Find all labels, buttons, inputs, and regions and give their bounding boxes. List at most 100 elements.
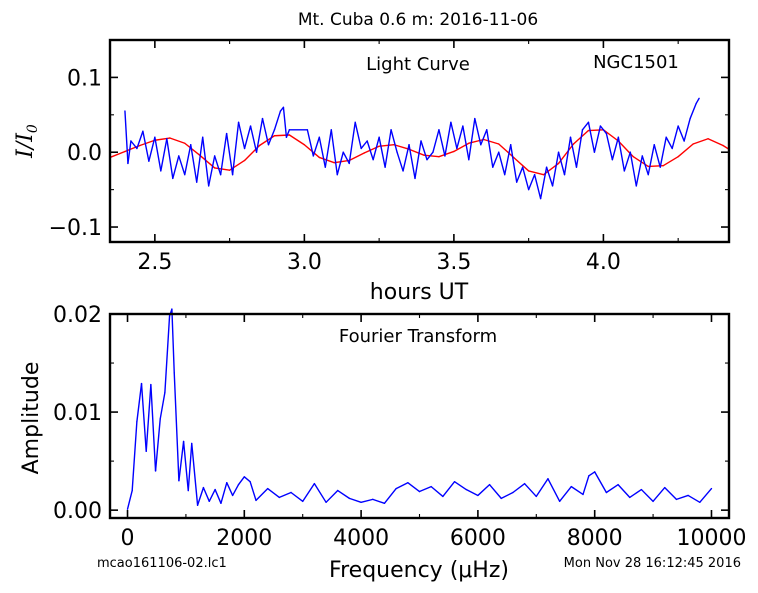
data-segment xyxy=(510,144,518,183)
data-segment xyxy=(243,125,252,150)
fourier-tick-labels: 0 2000 4000 6000 8000 10000 0.00 0.01 0.02 xyxy=(53,303,746,551)
amplitude-segment xyxy=(337,489,351,500)
amplitude-segment xyxy=(593,471,608,494)
data-segment xyxy=(545,166,554,187)
amplitude-segment xyxy=(196,486,205,506)
amplitude-segment xyxy=(325,489,339,504)
footer-timestamp: Mon Nov 28 16:12:45 2016 xyxy=(564,556,741,571)
data-segment xyxy=(677,125,685,142)
data-segment xyxy=(605,132,614,161)
amplitude-segment xyxy=(145,383,152,453)
amplitude-segment xyxy=(523,482,537,498)
data-segment xyxy=(689,102,697,120)
fit-segment xyxy=(378,144,395,147)
footer-filename: mcao161106-02.lc1 xyxy=(97,556,227,571)
data-segment xyxy=(515,166,524,183)
data-segment xyxy=(282,106,288,138)
light-curve-ticks xyxy=(110,39,729,242)
fit-segment xyxy=(483,138,500,145)
data-segment xyxy=(492,151,500,168)
data-segment xyxy=(184,144,192,176)
data-segment xyxy=(629,151,637,187)
amplitude-segment xyxy=(407,481,421,493)
x-tick-label: 2000 xyxy=(216,526,272,551)
amplitude-segment xyxy=(255,487,269,502)
y-tick-label: 0.1 xyxy=(67,66,102,91)
data-segment xyxy=(414,140,422,180)
data-segment xyxy=(498,151,506,176)
data-segment xyxy=(142,130,150,162)
data-segment xyxy=(533,173,542,200)
data-segment xyxy=(623,151,632,172)
amplitude-segment xyxy=(570,485,584,496)
data-segment xyxy=(342,151,350,165)
light-curve-frame xyxy=(108,38,731,244)
fourier-ylabel: Amplitude xyxy=(19,362,44,475)
amplitude-segment xyxy=(171,308,175,374)
figure-title: Mt. Cuba 0.6 m: 2016-11-06 xyxy=(298,10,538,30)
data-segment xyxy=(557,151,566,176)
x-tick-label: 10000 xyxy=(676,526,746,551)
light-curve-ylabel-subscript: 0 xyxy=(25,124,41,133)
data-segment xyxy=(438,129,446,157)
data-segment xyxy=(318,136,326,168)
data-segment xyxy=(671,125,679,150)
data-segment xyxy=(647,144,655,176)
data-segment xyxy=(683,117,691,142)
fit-segment xyxy=(423,154,440,158)
data-segment xyxy=(462,125,470,161)
data-segment xyxy=(432,129,440,153)
amplitude-segment xyxy=(266,487,281,499)
light-curve-data-group xyxy=(124,97,700,200)
data-segment xyxy=(231,121,240,176)
amplitude-segment xyxy=(500,491,514,500)
amplitude-segment xyxy=(131,421,138,492)
amplitude-segment xyxy=(202,486,210,503)
data-segment xyxy=(468,117,476,161)
amplitude-segment xyxy=(395,481,409,490)
fit-segment xyxy=(692,138,709,145)
amplitude-segment xyxy=(582,475,590,496)
amplitude-segment xyxy=(154,418,161,472)
data-segment xyxy=(665,136,673,150)
data-segment xyxy=(486,129,494,168)
amplitude-segment xyxy=(699,487,713,504)
data-segment xyxy=(635,155,643,187)
x-tick-label: 2.5 xyxy=(137,250,172,275)
amplitude-segment xyxy=(383,487,397,504)
fit-segment xyxy=(602,129,620,142)
data-segment xyxy=(444,121,452,157)
amplitude-segment xyxy=(243,476,251,483)
fit-segment xyxy=(662,156,679,167)
amplitude-segment xyxy=(159,391,166,420)
amplitude-segment xyxy=(418,485,432,493)
x-tick-label: 3.0 xyxy=(287,250,322,275)
light-curve-panel: 2.5 3.0 3.5 4.0 −0.1 0.0 0.1 Light Curve NGC15… xyxy=(13,38,731,305)
amplitude-segment xyxy=(453,481,467,491)
data-segment xyxy=(599,125,608,135)
fit-segment xyxy=(169,137,186,144)
data-segment xyxy=(166,138,174,180)
fit-segment xyxy=(184,142,201,156)
data-segment xyxy=(504,144,512,176)
amplitude-segment xyxy=(226,481,234,497)
amplitude-segment xyxy=(278,491,292,499)
fit-segment xyxy=(513,156,530,172)
data-segment xyxy=(225,132,234,176)
amplitude-segment xyxy=(442,481,456,498)
data-segment xyxy=(267,129,276,146)
amplitude-segment xyxy=(237,476,246,486)
data-segment xyxy=(390,129,398,153)
data-segment xyxy=(273,110,282,131)
data-segment xyxy=(396,151,404,172)
amplitude-segment xyxy=(191,442,199,506)
fit-segment xyxy=(527,170,545,176)
data-segment xyxy=(360,140,368,150)
data-segment xyxy=(480,129,488,146)
amplitude-segment xyxy=(360,498,374,504)
amplitude-segment xyxy=(178,440,185,482)
data-segment xyxy=(178,155,186,176)
fit-segment xyxy=(498,143,515,159)
amplitude-segment xyxy=(629,488,643,499)
data-segment xyxy=(172,155,180,180)
